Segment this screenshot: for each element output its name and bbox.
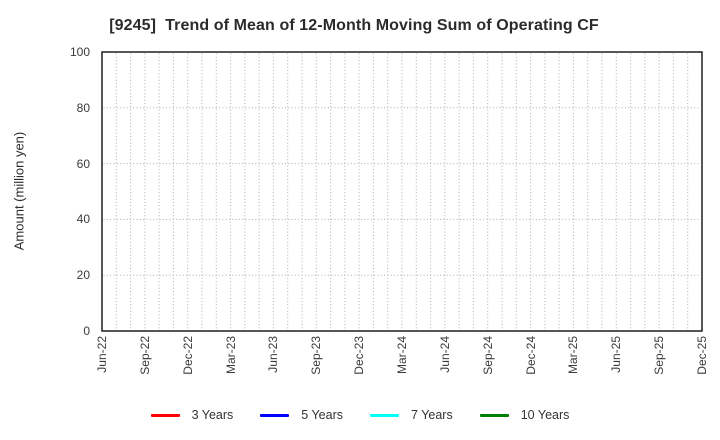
legend-item: 3 Years <box>150 407 234 423</box>
chart-title: [9245] Trend of Mean of 12-Month Moving … <box>109 17 599 34</box>
legend-label: 10 Years <box>520 408 570 422</box>
x-tick-label: Sep-25 <box>652 336 667 375</box>
legend-label: 7 Years <box>411 408 453 422</box>
y-tick-label: 0 <box>83 324 90 338</box>
x-tick-label: Jun-23 <box>266 336 281 373</box>
y-tick-label: 40 <box>76 212 90 227</box>
legend-label: 5 Years <box>301 408 344 422</box>
x-tick-label: Dec-22 <box>180 336 195 375</box>
x-tick-label: Sep-23 <box>309 336 324 375</box>
x-tick-label: Jun-24 <box>437 336 452 373</box>
legend-line-marker <box>479 413 509 417</box>
x-tick-label: Sep-24 <box>480 336 495 375</box>
legend-item: 10 Years <box>479 407 570 423</box>
legend-line-marker <box>370 413 400 417</box>
y-tick-label: 20 <box>76 268 90 283</box>
x-tick-label: Mar-25 <box>566 336 581 375</box>
x-tick-label: Dec-25 <box>695 336 709 375</box>
x-tick-label: Jun-25 <box>609 336 624 373</box>
axes-border <box>101 51 703 332</box>
y-tick-label: 60 <box>76 156 90 171</box>
x-tick-label: Mar-23 <box>223 336 238 375</box>
x-tick-label: Dec-24 <box>523 336 538 375</box>
x-tick-label: Jun-22 <box>95 336 109 373</box>
y-tick-label: 100 <box>69 45 90 59</box>
legend: 3 Years 5 Years 7 Years 10 Years <box>0 404 720 426</box>
legend-label: 3 Years <box>191 408 234 422</box>
x-tick-label: Dec-23 <box>352 336 367 375</box>
legend-line-marker <box>150 413 180 417</box>
y-tick-label: 80 <box>76 100 90 115</box>
legend-line-marker <box>260 413 290 417</box>
legend-item: 5 Years <box>260 407 343 423</box>
x-tick-label: Sep-22 <box>137 336 152 375</box>
legend-item: 7 Years <box>370 407 453 423</box>
x-tick-label: Mar-24 <box>395 336 409 375</box>
